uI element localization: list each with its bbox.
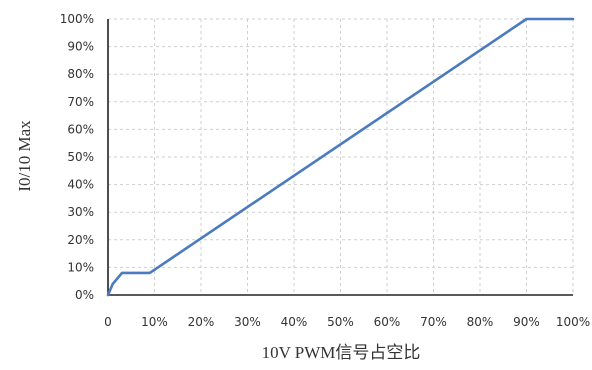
x-tick-label: 50%: [327, 315, 354, 329]
x-tick-label: 30%: [234, 315, 261, 329]
y-tick-label: 90%: [67, 40, 94, 54]
series-line: [106, 17, 575, 297]
axis-layer: [107, 19, 573, 296]
y-tick-label: 50%: [67, 150, 94, 164]
x-tick-label: 100%: [556, 315, 590, 329]
y-tick-label: 20%: [67, 233, 94, 247]
x-tick-label: 70%: [420, 315, 447, 329]
grid-layer: [108, 18, 574, 295]
x-tick-label: 40%: [281, 315, 308, 329]
x-tick-label: 0: [104, 315, 112, 329]
y-tick-label: 40%: [67, 178, 94, 192]
x-tick-label: 90%: [513, 315, 540, 329]
y-tick-label: 10%: [67, 260, 94, 274]
x-tick-label: 20%: [188, 315, 215, 329]
y-tick-label: 60%: [67, 122, 94, 136]
y-tick-label: 100%: [60, 12, 94, 26]
y-axis-title: I0/10 Max: [15, 120, 34, 192]
y-tick-label: 30%: [67, 205, 94, 219]
x-axis-title: 10V PWM信号占空比: [262, 343, 421, 362]
x-tick-label: 10%: [141, 315, 168, 329]
x-tick-label: 60%: [374, 315, 401, 329]
y-tick-labels: 0% 10% 20% 30% 40% 50% 60% 70% 80% 90% 100%: [60, 12, 94, 302]
x-tick-label: 80%: [467, 315, 494, 329]
y-tick-label: 0%: [75, 288, 94, 302]
x-tick-labels: 0 10% 20% 30% 40% 50% 60% 70% 80% 90% 100%: [104, 315, 590, 329]
y-tick-label: 80%: [67, 67, 94, 81]
y-tick-label: 70%: [67, 95, 94, 109]
series-layer: [106, 17, 575, 297]
